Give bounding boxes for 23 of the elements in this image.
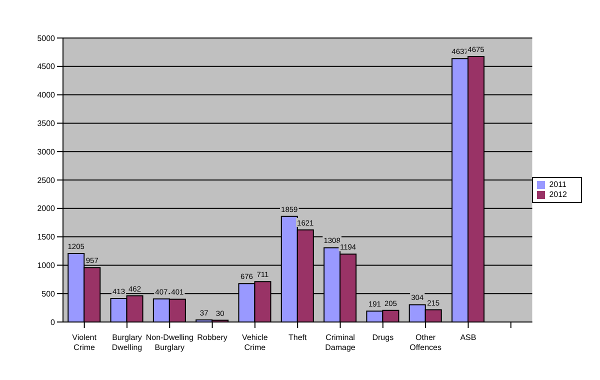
y-tick-label: 1000 — [37, 261, 56, 270]
x-tick-label: Criminal Damage — [325, 333, 356, 352]
y-tick-label: 3000 — [37, 147, 56, 156]
x-tick-label: Non-Dwelling Burglary — [146, 333, 194, 352]
y-tick-label: 2500 — [37, 176, 56, 185]
y-tick-label: 500 — [42, 289, 56, 298]
y-tick-label: 4500 — [37, 62, 56, 72]
x-tick-label: Vehicle Crime — [242, 333, 268, 352]
legend-label: 2011 — [549, 180, 566, 189]
x-tick-label: Drugs — [372, 333, 394, 342]
x-tick-label: Violent Crime — [72, 333, 98, 352]
y-tick-label: 4000 — [37, 90, 56, 100]
legend-label: 2012 — [549, 190, 567, 199]
y-tick-label: 5000 — [37, 34, 56, 43]
x-tick-label: Robbery — [197, 333, 228, 342]
y-tick-label: 1500 — [37, 232, 56, 242]
x-tick-label: Other Offences — [410, 333, 442, 352]
y-tick-label: 0 — [50, 318, 56, 327]
y-tick-label: 3500 — [37, 119, 56, 128]
x-tick-label: ASB — [460, 333, 476, 342]
x-tick-label: Theft — [288, 333, 308, 342]
x-tick-label: Burglary Dwelling — [112, 333, 142, 352]
y-tick-label: 2000 — [37, 204, 56, 214]
